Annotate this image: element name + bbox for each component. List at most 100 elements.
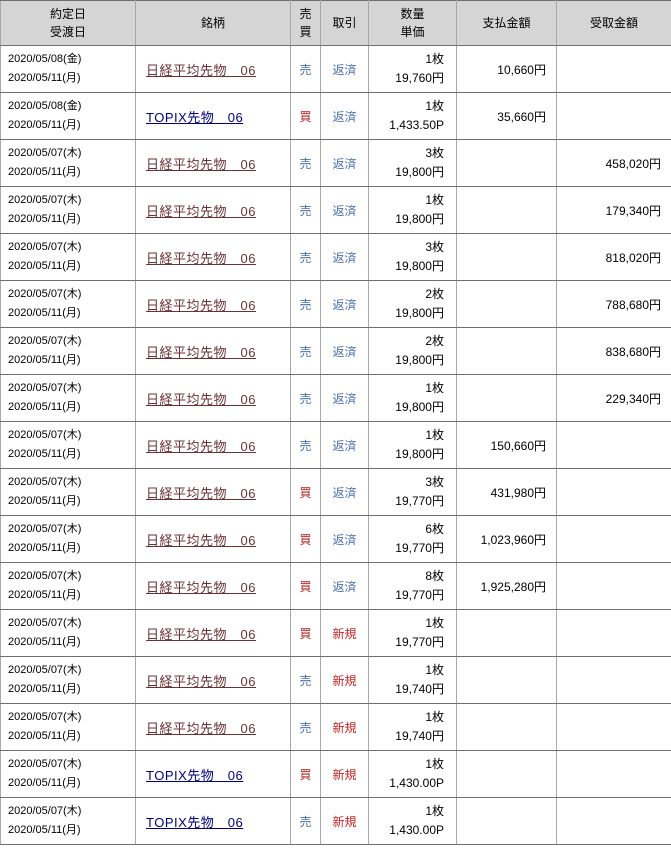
unit-price-value: 19,770円 [395,541,444,555]
payment-amount [456,609,557,657]
quantity-value: 3枚 [425,475,444,489]
side-cell: 売 [290,139,321,187]
instrument-link[interactable]: 日経平均先物 06 [146,391,256,407]
contract-date: 2020/05/07(木) [8,617,82,629]
trade-type-label: 返済 [332,203,357,218]
side-label: 買 [299,532,312,547]
receive-amount [556,797,671,845]
unit-price-value: 1,430.00P [389,823,444,837]
contract-date: 2020/05/07(木) [8,429,82,441]
side-cell: 売 [290,374,321,422]
payment-amount [456,797,557,845]
date-cell: 2020/05/07(木) 2020/05/11(月) [0,233,136,281]
instrument-link[interactable]: 日経平均先物 06 [146,156,256,172]
instrument-link[interactable]: 日経平均先物 06 [146,297,256,313]
contract-date: 2020/05/07(木) [8,664,82,676]
quantity-value: 3枚 [425,240,444,254]
payment-amount: 35,660円 [456,92,557,140]
settlement-date: 2020/05/11(月) [8,683,81,695]
instrument-link[interactable]: 日経平均先物 06 [146,673,256,689]
trade-type-cell: 返済 [320,45,369,93]
date-cell: 2020/05/07(木) 2020/05/11(月) [0,656,136,704]
quantity-value: 1枚 [425,804,444,818]
unit-price-value: 19,770円 [395,635,444,649]
quantity-value: 2枚 [425,287,444,301]
payment-amount [456,374,557,422]
instrument-link[interactable]: 日経平均先物 06 [146,579,256,595]
instrument-link[interactable]: 日経平均先物 06 [146,626,256,642]
qty-price-cell: 1枚 19,740円 [368,703,457,751]
contract-date: 2020/05/07(木) [8,805,82,817]
header-receive-amount: 受取金額 [556,0,671,46]
quantity-value: 1枚 [425,757,444,771]
qty-price-cell: 1枚 1,433.50P [368,92,457,140]
trade-row: 2020/05/07(木) 2020/05/11(月) 日経平均先物 06 買 … [0,562,671,610]
date-cell: 2020/05/07(木) 2020/05/11(月) [0,468,136,516]
side-label: 買 [299,626,312,641]
trade-type-label: 返済 [332,62,357,77]
trade-row: 2020/05/07(木) 2020/05/11(月) 日経平均先物 06 買 … [0,515,671,563]
instrument-link[interactable]: TOPIX先物 06 [146,109,244,125]
instrument-link[interactable]: 日経平均先物 06 [146,62,256,78]
side-label: 売 [299,438,312,453]
quantity-value: 8枚 [425,569,444,583]
trade-type-label: 返済 [332,579,357,594]
date-cell: 2020/05/07(木) 2020/05/11(月) [0,703,136,751]
settlement-date: 2020/05/11(月) [8,213,81,225]
trade-type-label: 返済 [332,485,357,500]
contract-date: 2020/05/07(木) [8,147,82,159]
trade-row: 2020/05/07(木) 2020/05/11(月) 日経平均先物 06 買 … [0,468,671,516]
trade-type-cell: 新規 [320,703,369,751]
instrument-link[interactable]: 日経平均先物 06 [146,203,256,219]
quantity-value: 1枚 [425,663,444,677]
trade-type-label: 返済 [332,344,357,359]
trade-type-cell: 返済 [320,233,369,281]
date-cell: 2020/05/07(木) 2020/05/11(月) [0,186,136,234]
instrument-link[interactable]: 日経平均先物 06 [146,720,256,736]
qty-price-cell: 3枚 19,800円 [368,139,457,187]
trade-type-label: 返済 [332,250,357,265]
quantity-value: 1枚 [425,428,444,442]
side-cell: 売 [290,186,321,234]
instrument-link[interactable]: 日経平均先物 06 [146,532,256,548]
unit-price-value: 19,800円 [395,353,444,367]
header-unit-price: 単価 [400,25,425,39]
trade-type-label: 新規 [332,673,357,688]
trade-type-cell: 返済 [320,515,369,563]
instrument-link[interactable]: TOPIX先物 06 [146,814,244,830]
payment-amount [456,186,557,234]
payment-amount [456,139,557,187]
trade-type-cell: 返済 [320,468,369,516]
settlement-date: 2020/05/11(月) [8,542,81,554]
trade-row: 2020/05/07(木) 2020/05/11(月) 日経平均先物 06 買 … [0,609,671,657]
instrument-link[interactable]: 日経平均先物 06 [146,250,256,266]
trade-type-label: 返済 [332,297,357,312]
payment-amount [456,703,557,751]
side-cell: 買 [290,750,321,798]
header-row: 約定日 受渡日 銘柄 売 買 取引 数量 単価 支払金額 受取金額 [0,0,671,46]
instrument-link[interactable]: 日経平均先物 06 [146,438,256,454]
qty-price-cell: 8枚 19,770円 [368,562,457,610]
trade-row: 2020/05/07(木) 2020/05/11(月) TOPIX先物 06 買… [0,750,671,798]
settlement-date: 2020/05/11(月) [8,730,81,742]
header-payment-amount: 支払金額 [456,0,557,46]
quantity-value: 3枚 [425,146,444,160]
unit-price-value: 19,800円 [395,259,444,273]
instrument-cell: 日経平均先物 06 [135,327,291,375]
header-contract-date: 約定日 [49,7,86,21]
contract-date: 2020/05/08(金) [8,100,82,112]
instrument-cell: 日経平均先物 06 [135,233,291,281]
contract-date: 2020/05/07(木) [8,476,82,488]
instrument-cell: 日経平均先物 06 [135,421,291,469]
side-label: 売 [299,344,312,359]
contract-date: 2020/05/07(木) [8,382,82,394]
unit-price-value: 19,760円 [395,71,444,85]
instrument-link[interactable]: 日経平均先物 06 [146,485,256,501]
qty-price-cell: 1枚 19,740円 [368,656,457,704]
date-cell: 2020/05/07(木) 2020/05/11(月) [0,562,136,610]
instrument-link[interactable]: TOPIX先物 06 [146,767,244,783]
instrument-link[interactable]: 日経平均先物 06 [146,344,256,360]
payment-amount [456,233,557,281]
receive-amount [556,45,671,93]
